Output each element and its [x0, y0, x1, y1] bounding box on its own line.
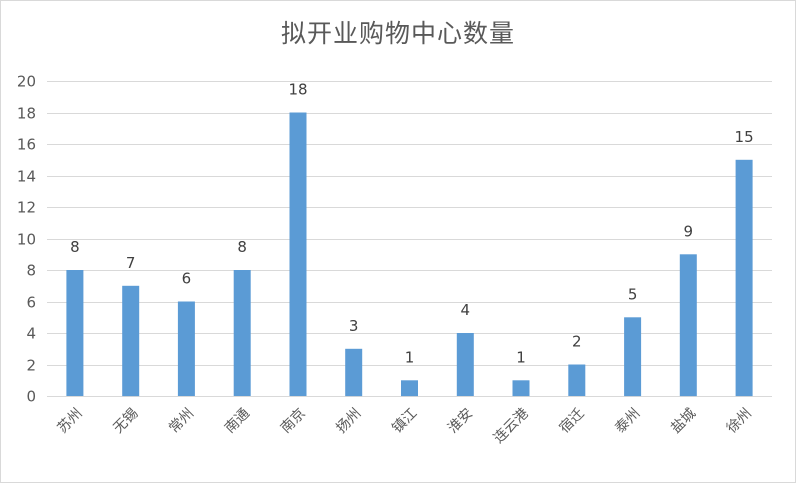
bar-镇江: [401, 380, 418, 397]
bar-扬州: [345, 348, 363, 397]
y-tick-label: 18: [17, 105, 36, 123]
bar-连云港: [512, 380, 530, 397]
data-labels: 8 7 6 8 18 3 1 4 1 2 5 9 15: [70, 81, 754, 367]
bar-泰州: [624, 317, 642, 397]
bar-苏州: [66, 270, 84, 396]
category-label: 泰州: [612, 406, 643, 437]
data-label: 9: [684, 222, 694, 240]
data-label: 2: [572, 333, 582, 351]
bar-淮安: [456, 333, 474, 396]
category-label: 南京: [278, 406, 309, 437]
y-tick-label: 6: [26, 294, 36, 312]
bar-常州: [177, 301, 195, 396]
bar-盐城: [679, 254, 697, 397]
bar-宿迁: [568, 364, 586, 396]
category-label: 扬州: [333, 406, 364, 437]
y-tick-label: 4: [26, 325, 36, 343]
category-label: 苏州: [55, 406, 86, 437]
data-label: 1: [516, 348, 526, 366]
y-tick-label: 20: [17, 73, 36, 91]
category-label: 南通: [222, 406, 253, 437]
y-tick-label: 0: [26, 388, 36, 406]
data-label: 3: [349, 317, 359, 335]
category-label: 常州: [166, 406, 197, 437]
category-label: 徐州: [724, 406, 755, 437]
category-label: 盐城: [668, 406, 699, 437]
bar-南京: [289, 112, 307, 396]
data-label: 1: [405, 348, 415, 366]
y-tick-label: 10: [17, 231, 36, 249]
data-label: 4: [461, 301, 471, 319]
y-tick-label: 14: [17, 168, 36, 186]
y-tick-label: 16: [17, 136, 36, 154]
data-label: 8: [70, 238, 80, 256]
data-label: 18: [288, 81, 307, 99]
y-tick-label: 12: [17, 199, 36, 217]
category-label: 宿迁: [556, 405, 588, 437]
data-label: 7: [126, 254, 136, 272]
bars: [66, 112, 753, 397]
bar-无锡: [122, 285, 140, 397]
category-label: 连云港: [491, 406, 532, 447]
data-label: 8: [237, 238, 247, 256]
data-label: 6: [182, 270, 192, 288]
y-tick-label: 2: [26, 357, 36, 375]
category-label: 淮安: [445, 406, 476, 437]
data-label: 15: [735, 128, 754, 146]
category-label: 无锡: [110, 406, 141, 437]
gridlines: [47, 81, 772, 397]
bar-徐州: [735, 159, 753, 397]
chart-title: 拟开业购物中心数量: [280, 19, 515, 48]
data-label: 5: [628, 285, 638, 303]
category-label: 镇江: [389, 406, 420, 437]
y-axis-ticks: 0 2 4 6 8 10 12 14 16 18 20: [17, 73, 36, 406]
bar-南通: [233, 270, 251, 396]
y-tick-label: 8: [26, 262, 36, 280]
x-axis-categories: 苏州 无锡 常州 南通 南京 扬州 镇江 淮安 连云港 宿迁 泰州 盐城 徐州: [55, 405, 755, 447]
